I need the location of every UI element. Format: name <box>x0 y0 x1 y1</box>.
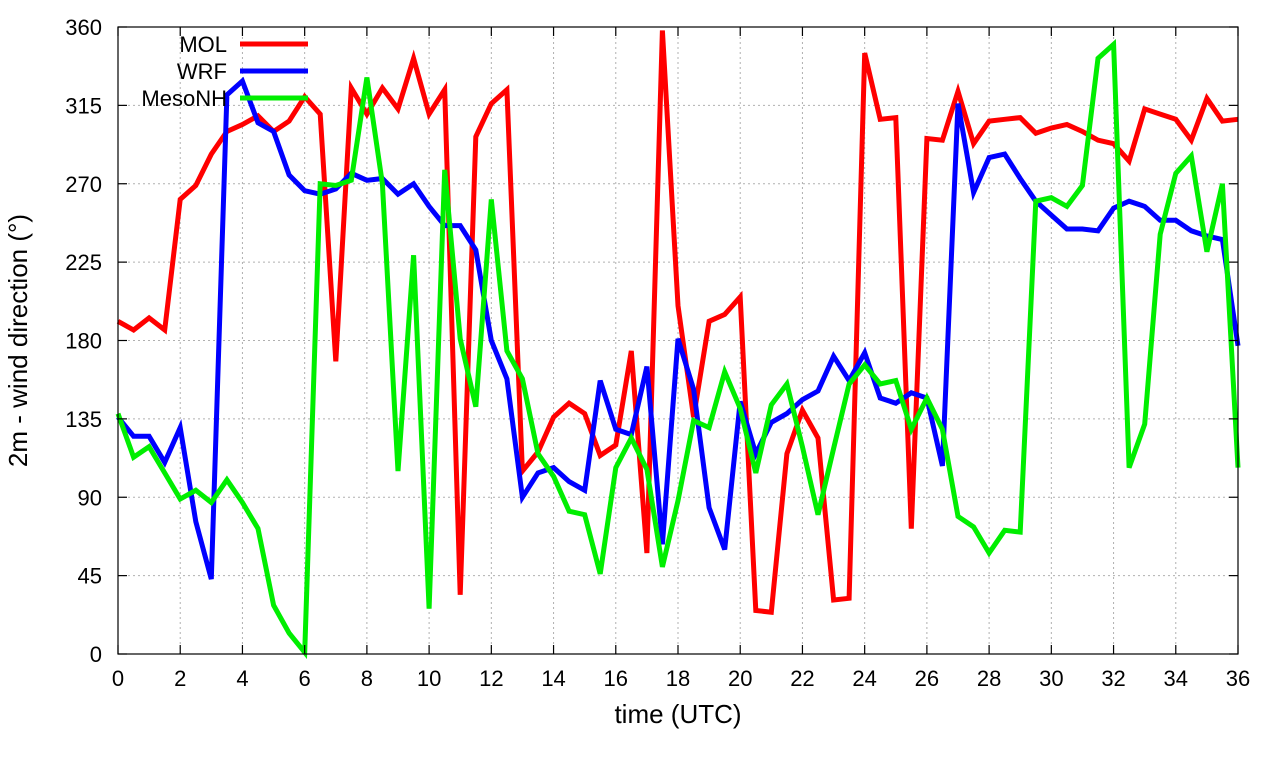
x-tick-label: 30 <box>1039 666 1063 691</box>
x-tick-label: 4 <box>236 666 248 691</box>
x-tick-label: 8 <box>361 666 373 691</box>
y-tick-label: 135 <box>65 407 102 432</box>
legend-label-mol: MOL <box>179 32 227 57</box>
x-tick-label: 0 <box>112 666 124 691</box>
y-tick-label: 360 <box>65 15 102 40</box>
x-tick-label: 12 <box>479 666 503 691</box>
y-axis-title: 2m - wind direction (°) <box>3 214 33 467</box>
x-tick-label: 26 <box>915 666 939 691</box>
axis-ticks <box>117 26 1239 655</box>
x-tick-label: 16 <box>604 666 628 691</box>
x-tick-label: 6 <box>299 666 311 691</box>
x-tick-label: 2 <box>174 666 186 691</box>
y-tick-label: 315 <box>65 93 102 118</box>
x-tick-label: 14 <box>541 666 565 691</box>
series-line-wrf <box>116 76 1241 580</box>
x-tick-label: 32 <box>1101 666 1125 691</box>
y-tick-label: 180 <box>65 329 102 354</box>
y-tick-label: 0 <box>90 642 102 667</box>
tick-labels: 0 2 4 6 8 10 12 14 16 18 20 22 24 26 28 30 32 34 360459013… <box>65 15 1250 691</box>
x-tick-label: 10 <box>417 666 441 691</box>
y-tick-label: 270 <box>65 172 102 197</box>
x-axis-title: time (UTC) <box>614 699 741 729</box>
x-tick-label: 24 <box>852 666 876 691</box>
x-tick-label: 20 <box>728 666 752 691</box>
x-tick-label: 22 <box>790 666 814 691</box>
legend-label-mesonh: MesoNH <box>141 86 227 111</box>
x-tick-label: 28 <box>977 666 1001 691</box>
x-tick-label: 36 <box>1226 666 1250 691</box>
x-tick-label: 18 <box>666 666 690 691</box>
y-tick-label: 225 <box>65 250 102 275</box>
x-tick-label: 34 <box>1164 666 1188 691</box>
y-tick-label: 90 <box>78 485 102 510</box>
legend-label-wrf: WRF <box>177 59 227 84</box>
y-tick-label: 45 <box>78 564 102 589</box>
